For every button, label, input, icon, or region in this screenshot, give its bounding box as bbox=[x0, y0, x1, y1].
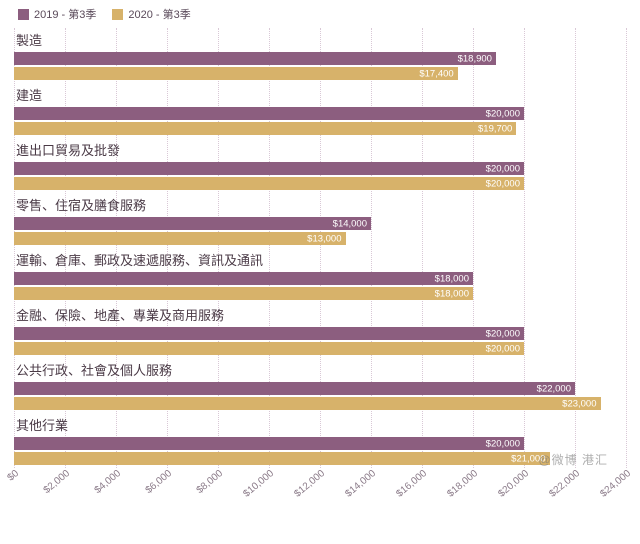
legend: 2019 - 第3季 2020 - 第3季 bbox=[14, 6, 626, 22]
watermark: @微博 港汇 bbox=[538, 451, 608, 468]
bar: $21,000 bbox=[14, 452, 550, 465]
category-group: 建造 $20,000 $19,700 bbox=[14, 83, 626, 138]
x-tick-label: $6,000 bbox=[144, 468, 175, 496]
category-label: 金融、保險、地產、專業及商用服務 bbox=[14, 305, 626, 324]
bar-value-label: $20,000 bbox=[486, 343, 520, 354]
legend-swatch-2020 bbox=[112, 9, 123, 20]
bar-value-label: $13,000 bbox=[307, 233, 341, 244]
bar: $23,000 bbox=[14, 397, 601, 410]
x-tick-label: $0 bbox=[5, 468, 21, 484]
x-tick-label: $20,000 bbox=[496, 468, 531, 500]
bar-groups: 製造 $18,900 $17,400 建造 $20,000 $19,700 進出口貿易及批發… bbox=[14, 28, 626, 468]
category-group: 公共行政、社會及個人服務 $22,000 $23,000 bbox=[14, 358, 626, 413]
bar-value-label: $18,000 bbox=[435, 288, 469, 299]
bar-value-label: $23,000 bbox=[562, 398, 596, 409]
bar-value-label: $14,000 bbox=[333, 218, 367, 229]
bar-row: $20,000 bbox=[14, 342, 626, 355]
bar: $13,000 bbox=[14, 232, 346, 245]
category-group: 製造 $18,900 $17,400 bbox=[14, 28, 626, 83]
category-label: 零售、住宿及膳食服務 bbox=[14, 195, 626, 214]
bar-row: $23,000 bbox=[14, 397, 626, 410]
x-tick-label: $24,000 bbox=[598, 468, 633, 500]
category-label: 運輸、倉庫、郵政及速遞服務、資訊及通訊 bbox=[14, 250, 626, 269]
x-tick-label: $8,000 bbox=[195, 468, 226, 496]
category-label: 建造 bbox=[14, 85, 626, 104]
bar-row: $21,000 bbox=[14, 452, 626, 465]
category-group: 金融、保險、地產、專業及商用服務 $20,000 $20,000 bbox=[14, 303, 626, 358]
bar-row: $19,700 bbox=[14, 122, 626, 135]
bar-value-label: $20,000 bbox=[486, 108, 520, 119]
category-label: 其他行業 bbox=[14, 415, 626, 434]
category-label: 製造 bbox=[14, 30, 626, 49]
bar-value-label: $18,000 bbox=[435, 273, 469, 284]
bar-value-label: $20,000 bbox=[486, 328, 520, 339]
bar-row: $18,000 bbox=[14, 287, 626, 300]
bar-row: $20,000 bbox=[14, 327, 626, 340]
bar-row: $18,900 bbox=[14, 52, 626, 65]
bar: $20,000 bbox=[14, 437, 524, 450]
bar: $20,000 bbox=[14, 162, 524, 175]
legend-label-2019: 2019 - 第3季 bbox=[34, 6, 96, 22]
grid-line bbox=[626, 28, 627, 468]
bar: $18,900 bbox=[14, 52, 496, 65]
bar-row: $22,000 bbox=[14, 382, 626, 395]
bar: $22,000 bbox=[14, 382, 575, 395]
bar-value-label: $17,400 bbox=[419, 68, 453, 79]
bar-row: $20,000 bbox=[14, 162, 626, 175]
category-group: 其他行業 $20,000 $21,000 bbox=[14, 413, 626, 468]
bar-value-label: $20,000 bbox=[486, 438, 520, 449]
category-group: 進出口貿易及批發 $20,000 $20,000 bbox=[14, 138, 626, 193]
x-tick-label: $16,000 bbox=[394, 468, 429, 500]
bar-row: $17,400 bbox=[14, 67, 626, 80]
bar: $19,700 bbox=[14, 122, 516, 135]
bar-value-label: $20,000 bbox=[486, 163, 520, 174]
bar: $20,000 bbox=[14, 327, 524, 340]
x-tick-label: $14,000 bbox=[343, 468, 378, 500]
plot-area: 製造 $18,900 $17,400 建造 $20,000 $19,700 進出口貿易及批發… bbox=[14, 28, 626, 508]
category-label: 公共行政、社會及個人服務 bbox=[14, 360, 626, 379]
x-tick-label: $18,000 bbox=[445, 468, 480, 500]
x-axis: $0$2,000$4,000$6,000$8,000$10,000$12,000… bbox=[14, 468, 626, 508]
category-label: 進出口貿易及批發 bbox=[14, 140, 626, 159]
bar-row: $20,000 bbox=[14, 177, 626, 190]
bar: $14,000 bbox=[14, 217, 371, 230]
legend-label-2020: 2020 - 第3季 bbox=[128, 6, 190, 22]
bar-row: $18,000 bbox=[14, 272, 626, 285]
x-tick-label: $10,000 bbox=[241, 468, 276, 500]
salary-by-industry-chart: 2019 - 第3季 2020 - 第3季 製造 $18,900 $17,400 建造… bbox=[0, 0, 640, 544]
category-group: 零售、住宿及膳食服務 $14,000 $13,000 bbox=[14, 193, 626, 248]
bar: $20,000 bbox=[14, 177, 524, 190]
bar: $18,000 bbox=[14, 287, 473, 300]
bar-row: $20,000 bbox=[14, 107, 626, 120]
x-tick-label: $22,000 bbox=[547, 468, 582, 500]
bar: $17,400 bbox=[14, 67, 458, 80]
bar: $20,000 bbox=[14, 342, 524, 355]
bar-row: $14,000 bbox=[14, 217, 626, 230]
bar-value-label: $20,000 bbox=[486, 178, 520, 189]
category-group: 運輸、倉庫、郵政及速遞服務、資訊及通訊 $18,000 $18,000 bbox=[14, 248, 626, 303]
bar-value-label: $18,900 bbox=[458, 53, 492, 64]
bar: $18,000 bbox=[14, 272, 473, 285]
bar-row: $20,000 bbox=[14, 437, 626, 450]
bar-row: $13,000 bbox=[14, 232, 626, 245]
x-tick-label: $12,000 bbox=[292, 468, 327, 500]
bar-value-label: $19,700 bbox=[478, 123, 512, 134]
legend-swatch-2019 bbox=[18, 9, 29, 20]
bar-value-label: $22,000 bbox=[537, 383, 571, 394]
bar: $20,000 bbox=[14, 107, 524, 120]
legend-item-2019: 2019 - 第3季 bbox=[18, 6, 96, 22]
legend-item-2020: 2020 - 第3季 bbox=[112, 6, 190, 22]
x-tick-label: $2,000 bbox=[42, 468, 73, 496]
x-tick-label: $4,000 bbox=[93, 468, 124, 496]
